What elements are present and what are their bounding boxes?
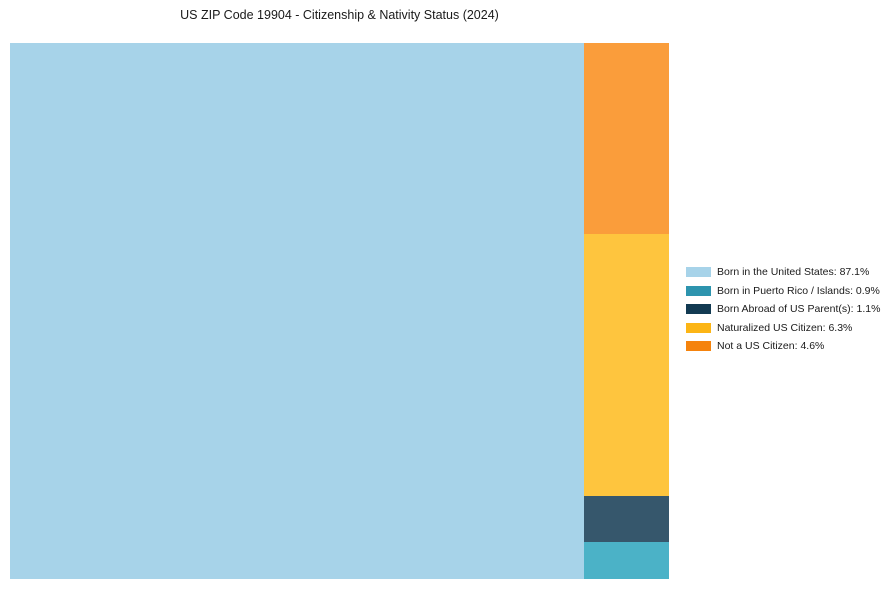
legend-item-born-in-puerto-rico-islands: Born in Puerto Rico / Islands: 0.9% <box>686 285 880 298</box>
treemap-block-born-in-the-united-states <box>10 43 584 579</box>
legend-label: Born in Puerto Rico / Islands: 0.9% <box>717 284 880 297</box>
legend-label: Born in the United States: 87.1% <box>717 266 870 278</box>
legend-swatch-icon <box>686 267 711 278</box>
legend-item-born-in-the-united-states: Born in the United States: 87.1% <box>686 266 880 279</box>
chart-title: US ZIP Code 19904 - Citizenship & Nativi… <box>180 8 499 22</box>
legend: Born in the United States: 87.1% Born in … <box>686 266 880 353</box>
treemap-block-born-abroad-of-us-parent-s <box>583 495 669 542</box>
legend-item-naturalized-us-citizen: Naturalized US Citizen: 6.3% <box>686 322 880 335</box>
treemap <box>10 43 669 579</box>
treemap-block-naturalized-us-citizen <box>583 234 669 496</box>
treemap-block-not-a-us-citizen <box>583 43 669 235</box>
legend-swatch-icon <box>686 304 711 315</box>
legend-swatch-icon <box>686 285 711 296</box>
legend-swatch-icon <box>686 341 711 352</box>
legend-label: Born Abroad of US Parent(s): 1.1% <box>717 303 881 315</box>
treemap-block-born-in-puerto-rico-islands <box>583 541 669 579</box>
legend-label: Naturalized US Citizen: 6.3% <box>717 321 853 334</box>
legend-item-born-abroad-of-us-parent-s: Born Abroad of US Parent(s): 1.1% <box>686 303 880 316</box>
legend-label: Not a US Citizen: 4.6% <box>717 340 825 352</box>
legend-item-not-a-us-citizen: Not a US Citizen: 4.6% <box>686 340 880 353</box>
legend-swatch-icon <box>686 322 711 333</box>
